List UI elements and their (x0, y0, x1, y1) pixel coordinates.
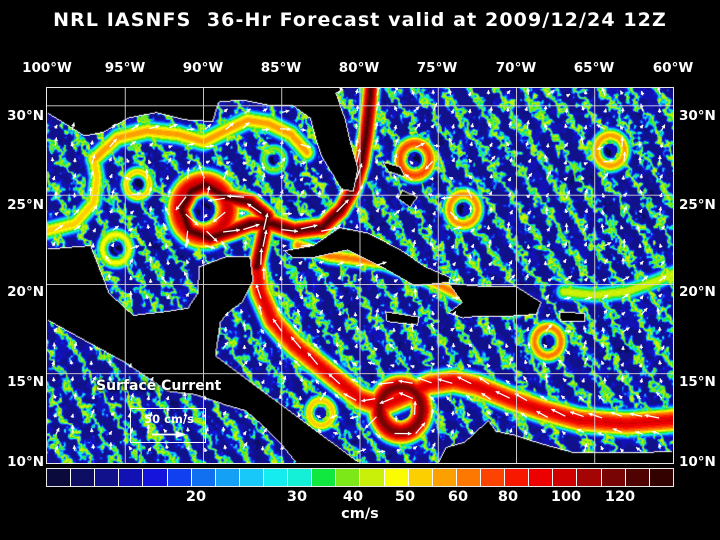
colorbar-tick-60: 60 (447, 489, 469, 505)
colorbar[interactable] (46, 468, 674, 487)
colorbar-cell-9 (263, 469, 289, 486)
colorbar-cell-23 (601, 469, 626, 486)
lat-tick-right-2: 20°N (679, 284, 716, 300)
colorbar-cell-5 (167, 469, 192, 486)
colorbar-cell-15 (408, 469, 433, 486)
lon-tick-6: 70°W (495, 60, 537, 76)
lat-tick-left-2: 20°N (7, 284, 44, 300)
lon-tick-1: 95°W (104, 60, 146, 76)
vector-arrow-icon (152, 431, 186, 438)
lon-tick-4: 80°W (338, 60, 380, 76)
colorbar-cell-16 (432, 469, 457, 486)
lon-tick-8: 60°W (652, 60, 694, 76)
colorbar-cell-2 (95, 469, 120, 486)
colorbar-cell-7 (215, 469, 240, 486)
colorbar-cell-4 (143, 469, 168, 486)
colorbar-cell-20 (529, 469, 554, 486)
lat-tick-left-4: 10°N (7, 454, 44, 470)
lat-tick-left-0: 30°N (7, 108, 44, 124)
colorbar-cell-10 (288, 469, 313, 486)
surface-current-label: Surface Current (96, 378, 222, 394)
colorbar-cell-18 (480, 469, 506, 486)
lon-tick-7: 65°W (573, 60, 615, 76)
lon-tick-0: 100°W (22, 60, 72, 76)
map-plot-area[interactable] (46, 87, 674, 464)
lon-tick-2: 90°W (182, 60, 224, 76)
colorbar-cell-1 (71, 469, 96, 486)
colorbar-cell-13 (360, 469, 385, 486)
lat-tick-right-0: 30°N (679, 108, 716, 124)
lat-tick-right-1: 25°N (679, 197, 716, 213)
colorbar-cell-19 (505, 469, 530, 486)
colorbar-cell-21 (553, 469, 578, 486)
page-title: NRL IASNFS 36-Hr Forecast valid at 2009/… (53, 9, 667, 31)
lon-tick-5: 75°W (416, 60, 458, 76)
colorbar-cell-8 (239, 469, 264, 486)
lat-tick-left-1: 25°N (7, 197, 44, 213)
colorbar-cell-0 (47, 469, 72, 486)
lon-tick-3: 85°W (260, 60, 302, 76)
colorbar-cell-14 (384, 469, 409, 486)
current-speed-heatmap (47, 88, 673, 463)
colorbar-cell-3 (119, 469, 144, 486)
colorbar-tick-20: 20 (185, 489, 207, 505)
lat-tick-left-3: 15°N (7, 374, 44, 390)
colorbar-tick-120: 120 (604, 489, 636, 505)
colorbar-cell-6 (191, 469, 216, 486)
colorbar-cell-25 (649, 469, 673, 486)
lat-tick-right-3: 15°N (679, 374, 716, 390)
colorbar-tick-50: 50 (394, 489, 416, 505)
colorbar-unit-label: cm/s (341, 506, 379, 522)
lat-tick-right-4: 10°N (679, 454, 716, 470)
colorbar-tick-80: 80 (497, 489, 519, 505)
colorbar-tick-30: 30 (286, 489, 308, 505)
vector-scale-box: 50 cm/s (130, 408, 206, 443)
colorbar-tick-100: 100 (550, 489, 582, 505)
colorbar-cell-12 (336, 469, 361, 486)
colorbar-cell-22 (577, 469, 602, 486)
colorbar-cell-17 (456, 469, 481, 486)
vector-scale-label: 50 cm/s (144, 412, 194, 426)
colorbar-tick-40: 40 (342, 489, 364, 505)
colorbar-cell-11 (312, 469, 337, 486)
colorbar-cell-24 (625, 469, 650, 486)
